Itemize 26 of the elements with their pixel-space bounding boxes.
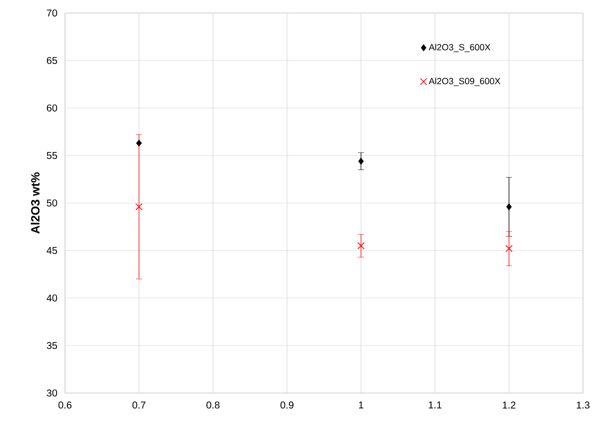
y-tick-label: 35 bbox=[46, 342, 58, 350]
point bbox=[505, 245, 513, 252]
legend-label: Al2O3_S09_600X bbox=[428, 78, 500, 86]
legend-label: Al2O3_S_600X bbox=[428, 44, 490, 52]
x-tick-label: 0.8 bbox=[206, 402, 220, 409]
y-tick-label: 60 bbox=[46, 104, 58, 112]
x-tick-label: 0.6 bbox=[58, 402, 72, 409]
y-tick-label: 50 bbox=[46, 199, 58, 207]
y-tick-label: 40 bbox=[46, 294, 58, 302]
y-tick-label: 55 bbox=[46, 152, 58, 159]
y-tick-label: 45 bbox=[46, 247, 58, 254]
x-tick-label: 1.2 bbox=[502, 402, 516, 408]
x-tick-label: 1.1 bbox=[428, 401, 442, 408]
y-tick-label: 65 bbox=[46, 56, 58, 64]
point bbox=[506, 203, 512, 210]
x-tick-label: 1.3 bbox=[576, 402, 590, 409]
x-tick-label: 0.9 bbox=[280, 402, 294, 409]
y-axis-title: Al2O3 wt% bbox=[30, 172, 40, 234]
point bbox=[135, 203, 143, 210]
point bbox=[357, 242, 365, 250]
y-tick-label: 30 bbox=[46, 389, 58, 397]
x-tick-label: 0.7 bbox=[132, 402, 146, 409]
x-tick-label: 1 bbox=[358, 401, 364, 408]
y-tick-label: 70 bbox=[46, 9, 58, 17]
point bbox=[358, 158, 364, 165]
point bbox=[136, 140, 142, 147]
